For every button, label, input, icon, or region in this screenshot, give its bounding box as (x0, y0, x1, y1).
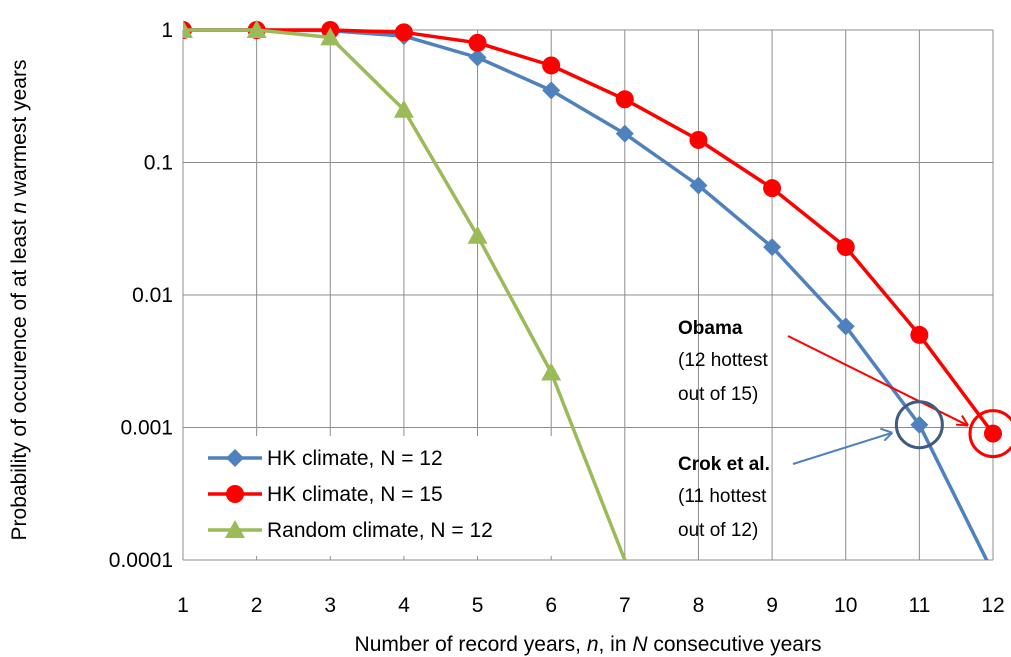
obama-line-1: (12 hottest (678, 350, 768, 371)
series-layer (183, 20, 1002, 560)
y-tick-label: 0.01 (132, 284, 173, 307)
crok-line-2: out of 12) (678, 520, 758, 541)
crok-highlight-circle (894, 400, 944, 450)
legend-swatch-marker (226, 485, 244, 503)
annotations: Obama (12 hottest out of 15) Crok et al. (11… (678, 318, 1011, 541)
obama-title: Obama (678, 318, 743, 339)
y-axis-title: Probability of occurence of at least n w… (8, 60, 31, 541)
grid (182, 29, 994, 561)
x-axis-title-part: N (632, 633, 648, 656)
y-tick-label: 0.1 (144, 152, 173, 175)
x-axis-title: Number of record years, n, in N consecut… (355, 633, 822, 656)
data-point (984, 424, 1002, 443)
x-tick-label: 1 (177, 594, 189, 617)
legend-swatch-marker (225, 520, 245, 538)
data-point (836, 317, 855, 336)
data-point (468, 48, 487, 67)
data-point (615, 124, 634, 143)
data-point (542, 56, 561, 75)
data-point (467, 225, 488, 244)
series-line (183, 28, 995, 435)
data-point (394, 23, 413, 42)
data-point (836, 238, 855, 257)
y-axis-title-part: n (8, 202, 31, 214)
data-point (542, 81, 561, 100)
legend-item-3: Random climate, N = 12 (208, 519, 493, 542)
legend-label: HK climate, N = 12 (267, 447, 443, 470)
obama-arrowhead (955, 415, 969, 427)
legend-label: Random climate, N = 12 (267, 519, 493, 542)
data-point (910, 415, 929, 434)
data-point (689, 176, 708, 195)
x-tick-label: 3 (324, 594, 336, 617)
x-axis-title-part: n (587, 633, 599, 656)
legend-item-1: HK climate, N = 12 (208, 447, 443, 470)
x-tick-label: 4 (398, 594, 410, 617)
x-tick-label: 9 (766, 594, 778, 617)
legend: HK climate, N = 12 HK climate, N = 15 Rand… (190, 436, 562, 556)
data-point (910, 325, 929, 344)
x-tick-label: 12 (981, 594, 1004, 617)
data-point (615, 90, 634, 109)
crok-arrowhead (880, 427, 894, 442)
y-tick-label: 0.0001 (109, 549, 173, 572)
legend-item-2: HK climate, N = 15 (208, 483, 443, 506)
crok-title: Crok et al. (678, 454, 770, 475)
y-axis-title-part: Probability of occurence of at least (8, 214, 31, 541)
x-tick-label: 6 (545, 594, 557, 617)
legend-box (190, 436, 562, 556)
data-point (468, 33, 487, 52)
y-tick-label: 1 (161, 19, 173, 42)
legend-label: HK climate, N = 15 (267, 483, 443, 506)
x-axis-title-part: Number of record years, (355, 633, 587, 656)
obama-highlight-circle (968, 409, 1011, 459)
crok-line-1: (11 hottest (678, 486, 767, 507)
series-3 (183, 20, 627, 560)
crok-arrow (792, 431, 893, 465)
x-tick-label: 7 (619, 594, 631, 617)
x-tick-label: 11 (908, 594, 930, 617)
data-point (689, 130, 708, 149)
series-2 (183, 21, 1002, 443)
x-tick-label: 10 (834, 594, 857, 617)
data-point (246, 20, 267, 38)
data-point (183, 20, 193, 38)
y-axis-title-part: warmest years (8, 60, 31, 202)
x-axis-title-part: , in (599, 633, 633, 656)
data-point (320, 27, 341, 46)
data-point (393, 99, 414, 118)
data-point (541, 362, 562, 381)
x-tick-label: 8 (693, 594, 705, 617)
data-point (763, 238, 782, 257)
y-tick-label: 0.001 (120, 417, 173, 440)
data-point (763, 179, 782, 198)
legend-swatch-marker (226, 449, 244, 467)
x-axis-title-part: consecutive years (648, 633, 822, 656)
obama-line-2: out of 15) (678, 384, 758, 405)
x-tick-label: 5 (472, 594, 484, 617)
x-tick-label: 2 (251, 594, 263, 617)
obama-arrow (787, 335, 969, 427)
